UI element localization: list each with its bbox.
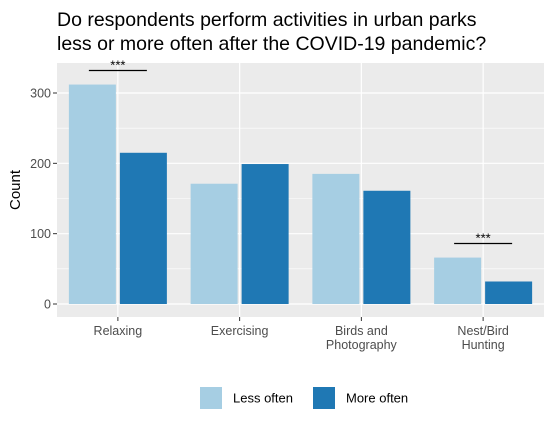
legend-key [200,387,222,409]
y-axis-label: Count [7,169,24,210]
x-tick-label: Relaxing [94,324,143,338]
x-tick-label: Birds and Photography [326,324,398,352]
y-tick-label: 200 [30,157,51,171]
legend-key [313,387,335,409]
bar [241,164,289,304]
chart-title-line-2: less or more often after the COVID-19 pa… [57,33,486,55]
significance-annotations: *** *** [88,57,513,246]
bar [119,152,167,304]
y-tick-label: 300 [30,87,51,101]
y-tick-label: 100 [30,227,51,241]
bar [190,183,238,304]
legend-label: Less often [233,391,293,406]
x-tick-label: Exercising [211,324,269,338]
bar [312,173,360,304]
y-axis: 0 100 200 300 [30,87,57,312]
y-tick-label: 0 [44,298,51,312]
chart-title-line-1: Do respondents perform activities in urb… [57,9,477,31]
bar [434,257,482,304]
bar [68,84,116,304]
legend: Less often More often [200,387,408,409]
x-axis: Relaxing Exercising Birds and Photography Ne… [94,317,509,352]
x-tick-label: Nest/Bird Hunting [457,324,508,352]
significance-label: *** [110,57,125,72]
bars [68,84,533,304]
bar [485,281,533,304]
legend-label: More often [346,391,408,406]
significance-label: *** [476,231,491,246]
bar [363,190,411,304]
